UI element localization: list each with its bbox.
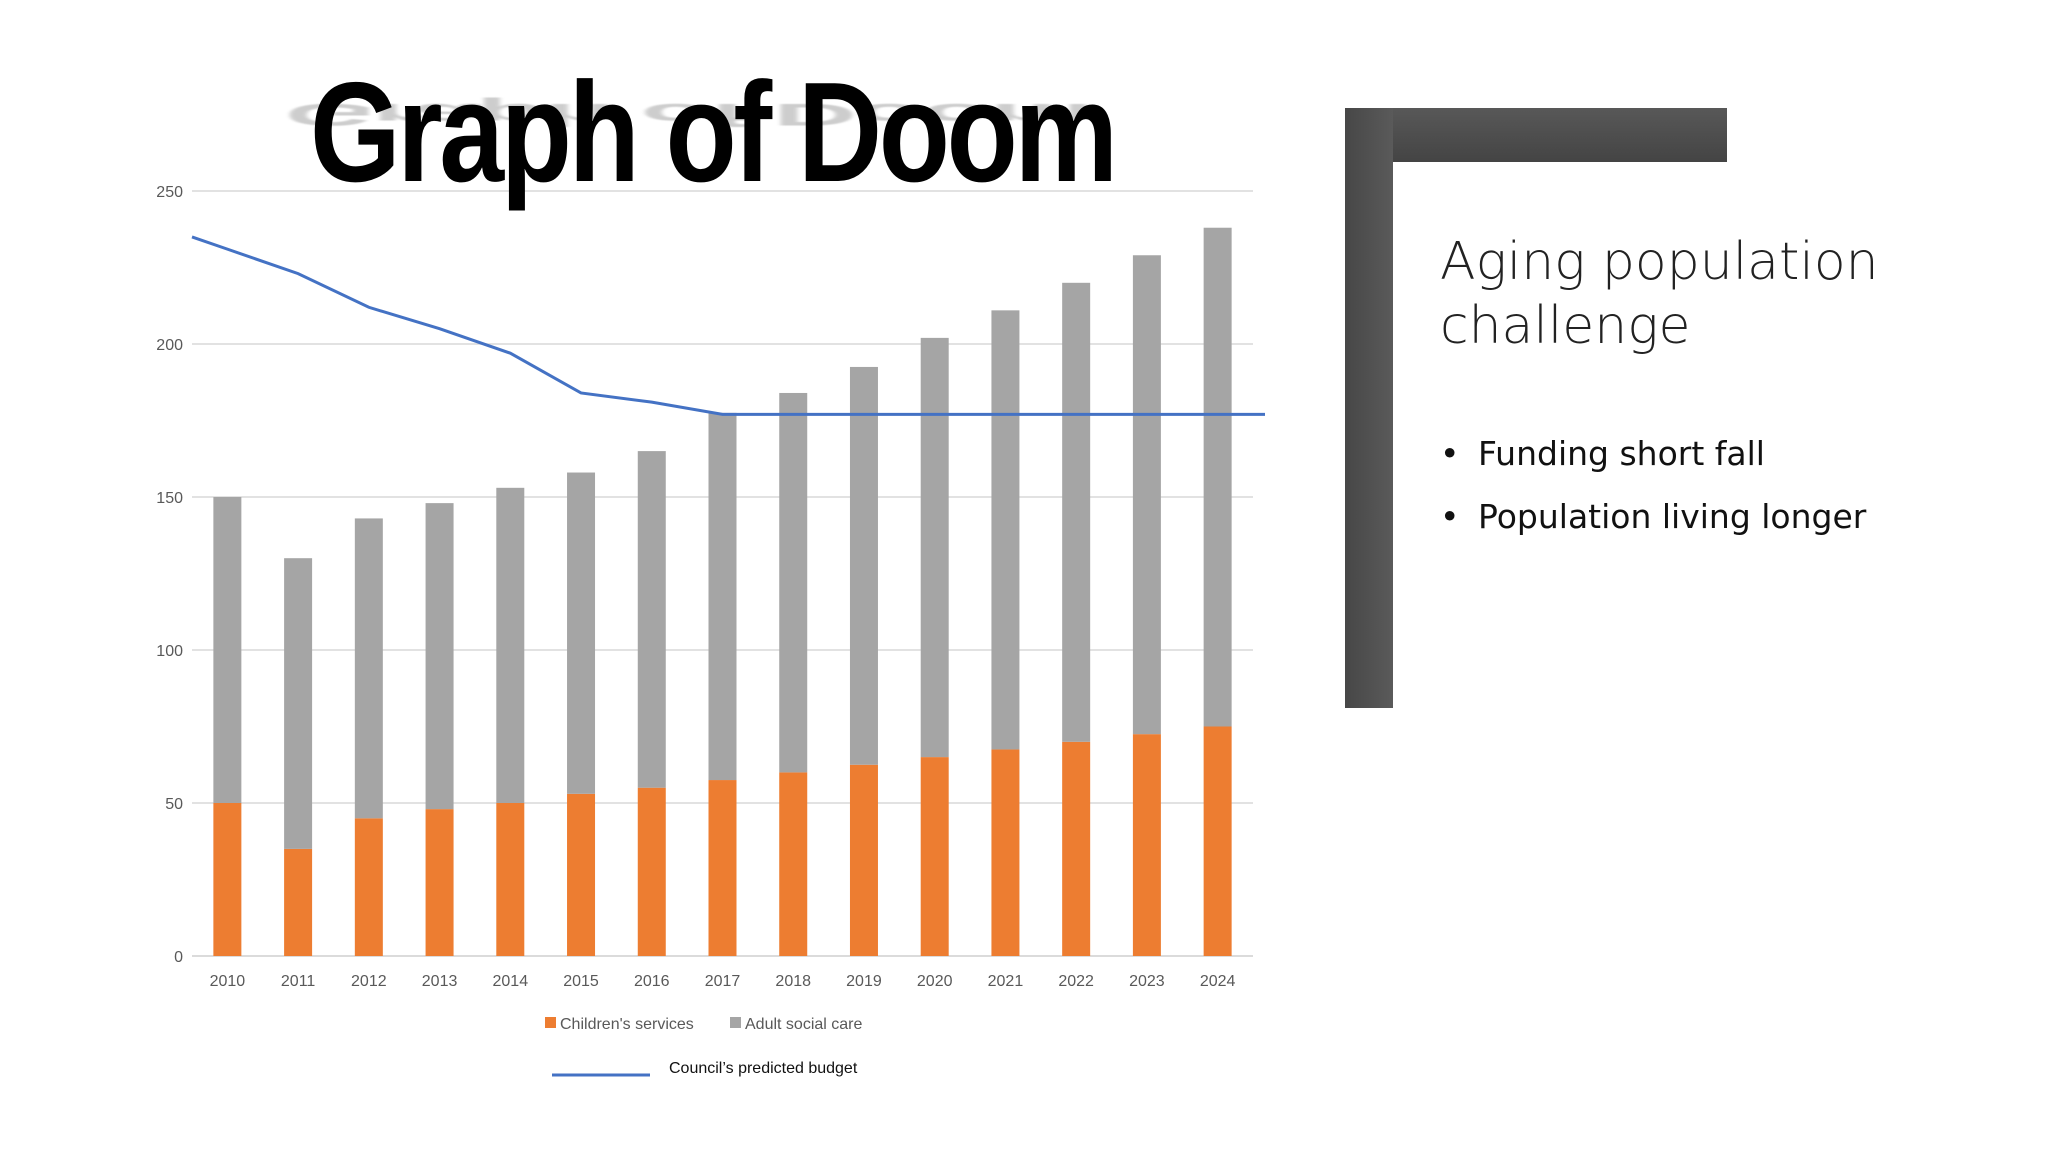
bar-adult-social-care: [1132, 255, 1161, 735]
bullet-dot-icon: •: [1440, 497, 1460, 536]
bar-childrens-services: [213, 803, 242, 956]
x-tick-label: 2023: [1129, 973, 1165, 990]
bar-childrens-services: [1062, 741, 1091, 956]
bar-adult-social-care: [284, 558, 313, 849]
bar-adult-social-care: [213, 497, 242, 803]
bar-childrens-services: [496, 803, 525, 956]
bar-childrens-services: [849, 764, 878, 956]
slide-title: Graph of Doom: [310, 53, 1118, 212]
bar-childrens-services: [708, 780, 737, 956]
x-tick-label: 2017: [705, 973, 741, 990]
stacked-bar-chart: 0 50 100 150 200 250 2010 2011 2012 2013 2014 2015 2…: [156, 184, 1265, 1077]
legend-adult-social-care-swatch: [730, 1017, 741, 1028]
bar-adult-social-care: [637, 451, 666, 788]
x-tick-label: 2010: [210, 973, 246, 990]
x-tick-label: 2015: [563, 973, 599, 990]
bar-adult-social-care: [849, 366, 878, 765]
x-tick-label: 2013: [422, 973, 458, 990]
bar-adult-social-care: [1062, 282, 1091, 742]
bar-childrens-services: [779, 772, 808, 956]
bar-adult-social-care: [496, 487, 525, 803]
bullet-item: • Funding short fall: [1440, 430, 2020, 493]
bar-childrens-services: [284, 848, 313, 956]
bar-adult-social-care: [354, 518, 383, 819]
bar-childrens-services: [637, 787, 666, 956]
x-tick-label: 2012: [351, 973, 387, 990]
y-tick-label: 250: [156, 184, 183, 201]
y-tick-label: 50: [165, 796, 183, 813]
bar-adult-social-care: [920, 337, 949, 758]
bar-childrens-services: [920, 757, 949, 956]
bar-childrens-services: [991, 749, 1020, 956]
bullet-list: • Funding short fall • Population living l…: [1440, 430, 2020, 556]
y-tick-label: 0: [174, 949, 183, 966]
x-tick-label: 2021: [988, 973, 1024, 990]
x-tick-label: 2016: [634, 973, 670, 990]
y-tick-label: 200: [156, 337, 183, 354]
bar-adult-social-care: [708, 412, 737, 781]
legend-childrens-services-label: Children's services: [560, 1016, 694, 1033]
bar-childrens-services: [354, 818, 383, 956]
x-tick-label: 2014: [493, 973, 529, 990]
bar-childrens-services: [1203, 726, 1232, 956]
bar-childrens-services: [567, 793, 596, 956]
bracket-horizontal-bar: [1345, 108, 1727, 162]
bar-childrens-services: [1132, 734, 1161, 956]
decorative-bracket: [1345, 108, 1727, 708]
legend-childrens-services-swatch: [545, 1017, 556, 1028]
bullet-dot-icon: •: [1440, 434, 1460, 473]
line-councils-predicted-budget: [191, 235, 1265, 416]
bullet-item: • Population living longer: [1440, 493, 2020, 556]
bar-adult-social-care: [779, 392, 808, 773]
x-tick-label: 2020: [917, 973, 953, 990]
bullet-text: Funding short fall: [1478, 434, 1765, 473]
bar-adult-social-care: [991, 310, 1020, 750]
x-tick-label: 2019: [846, 973, 882, 990]
bar-adult-social-care: [567, 472, 596, 794]
y-tick-label: 100: [156, 643, 183, 660]
legend-budget-line-label: Council’s predicted budget: [669, 1060, 858, 1077]
bar-adult-social-care: [1203, 227, 1232, 727]
bracket-vertical-bar: [1345, 108, 1393, 708]
side-heading: Aging population challenge: [1440, 232, 1879, 356]
x-tick-label: 2018: [775, 973, 811, 990]
legend-adult-social-care-label: Adult social care: [745, 1016, 862, 1033]
bar-adult-social-care: [425, 503, 454, 810]
bullet-text: Population living longer: [1478, 497, 1867, 536]
x-tick-label: 2022: [1058, 973, 1094, 990]
bar-childrens-services: [425, 809, 454, 956]
x-tick-label: 2011: [281, 973, 316, 990]
y-tick-label: 150: [156, 490, 183, 507]
x-tick-label: 2024: [1200, 973, 1236, 990]
